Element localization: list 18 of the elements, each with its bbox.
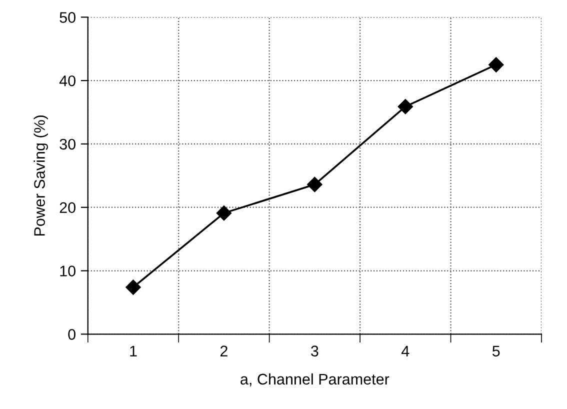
x-tick-label: 5: [492, 346, 500, 356]
x-tick-label: 1: [130, 346, 137, 356]
point: [488, 57, 504, 72]
y-tick-label: 30: [60, 138, 76, 150]
x-tick-label: 4: [402, 346, 410, 356]
point: [126, 280, 141, 295]
y-tick-label: 10: [60, 266, 76, 276]
x-axis-title: a, Channel Parameter: [240, 373, 390, 386]
y-tick-label: 50: [60, 12, 76, 23]
y-axis-title: Power Saving (%): [34, 115, 48, 236]
point: [398, 98, 413, 114]
y-tick-label: 0: [68, 329, 76, 340]
point: [307, 176, 322, 192]
y-tick-label: 20: [60, 202, 76, 214]
x-tick-label: 2: [220, 346, 228, 356]
y-tick-label: 40: [59, 75, 76, 86]
point: [216, 206, 232, 221]
x-tick-label: 3: [311, 346, 318, 356]
